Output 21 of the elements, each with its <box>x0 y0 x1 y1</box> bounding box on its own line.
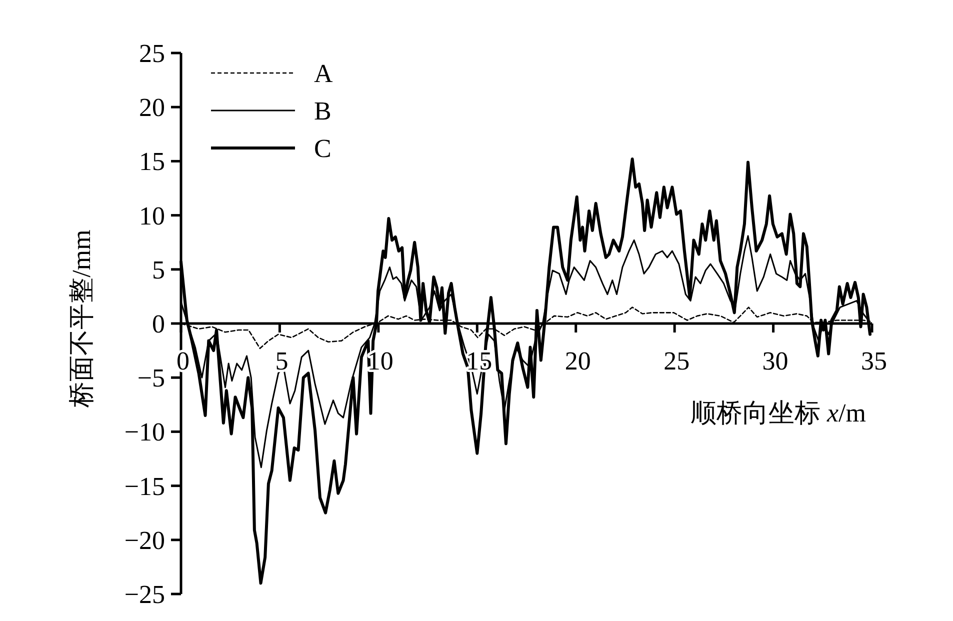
x-tick-label: 20 <box>564 346 591 376</box>
y-tick-label: −10 <box>124 418 165 447</box>
y-tick-label: 20 <box>139 93 165 122</box>
y-tick-label: −15 <box>124 472 165 501</box>
legend-label: C <box>314 134 332 163</box>
y-tick-label: −5 <box>137 364 165 393</box>
x-tick-label: 35 <box>861 346 887 376</box>
y-axis-title: 桥面不平整/mm <box>67 230 96 408</box>
y-tick-label: −20 <box>124 526 165 555</box>
y-tick-label: 10 <box>139 201 165 230</box>
x-tick-label: 5 <box>275 346 288 376</box>
legend-label: A <box>314 59 333 88</box>
y-tick-label: 5 <box>152 255 165 284</box>
y-tick-label: −25 <box>124 580 165 609</box>
y-tick-label: 0 <box>152 310 165 338</box>
x-tick-label: 25 <box>664 346 690 376</box>
legend-label: B <box>314 96 332 126</box>
x-axis-title: 顺桥向坐标 x/m <box>690 398 866 428</box>
x-tick-label: 30 <box>762 346 788 376</box>
y-tick-label: 25 <box>139 39 165 68</box>
y-tick-label: 15 <box>139 147 165 176</box>
